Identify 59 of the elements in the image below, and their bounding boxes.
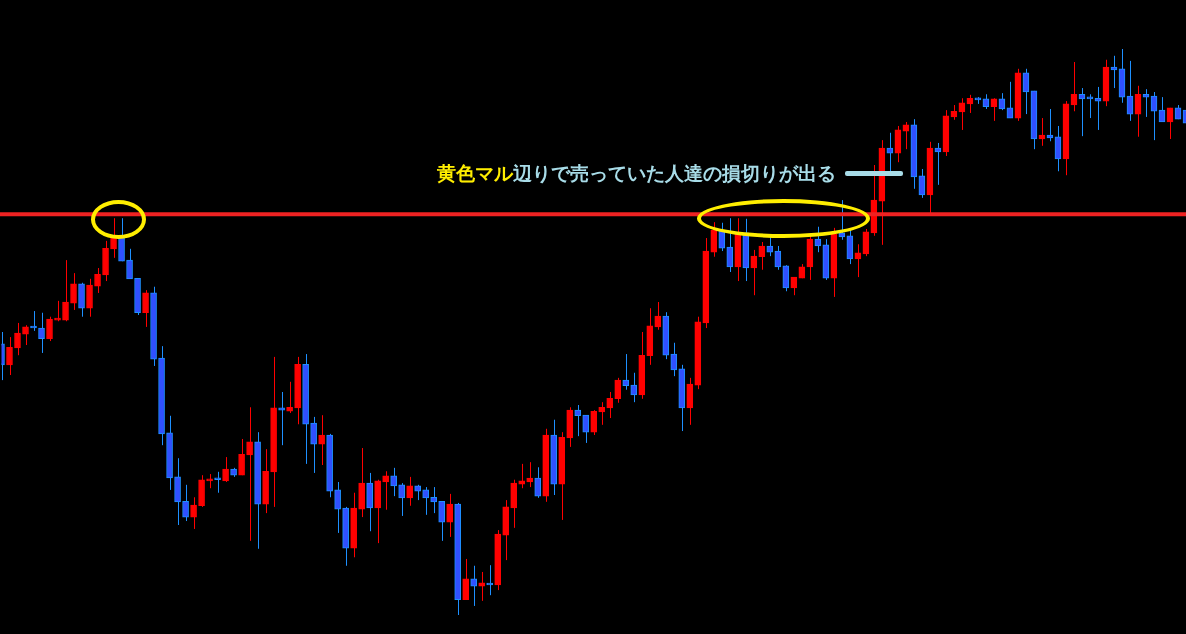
candlestick (574, 404, 582, 437)
annotation: 辺りで売っていた人達の損切りが出る (513, 162, 836, 184)
candlestick (14, 322, 21, 356)
candlestick (758, 241, 766, 271)
candlestick (38, 312, 45, 354)
candlestick (142, 289, 149, 328)
candlestick (630, 372, 638, 403)
candlestick (78, 282, 85, 318)
candlestick (774, 245, 782, 271)
candlestick (582, 414, 590, 444)
candlestick (182, 484, 189, 522)
candlestick (334, 481, 341, 534)
candlestick (62, 259, 69, 322)
candlestick (430, 486, 438, 514)
candlestick (718, 222, 726, 252)
candlestick (46, 316, 53, 342)
candlestick (1086, 93, 1094, 119)
candlestick (222, 456, 229, 483)
candlestick (622, 353, 630, 391)
annotation: 黄色マル (437, 162, 513, 184)
candlestick (766, 236, 774, 257)
candlestick (390, 467, 397, 497)
candlestick (446, 493, 454, 538)
candlestick (6, 336, 13, 376)
candlestick (286, 381, 293, 414)
candlestick (438, 500, 446, 542)
candlestick (86, 278, 93, 318)
candlestick (318, 414, 325, 466)
candlestick (726, 217, 734, 273)
candlestick (670, 342, 678, 377)
candlestick (686, 377, 694, 426)
candlestick (470, 565, 478, 607)
candlestick (478, 571, 486, 602)
candlestick (422, 486, 430, 516)
candlestick (382, 470, 389, 511)
candlestick (174, 457, 181, 526)
candlestick (214, 471, 221, 494)
candlestick (654, 301, 662, 331)
candlestick (126, 248, 133, 280)
candlestick (398, 482, 405, 517)
candlestick (590, 409, 598, 436)
candlestick (510, 479, 518, 529)
candlestick (70, 272, 77, 311)
candlestick (598, 401, 606, 426)
candlestick (310, 416, 317, 474)
candlestick (750, 249, 758, 296)
candlestick (614, 377, 622, 404)
candlestick (462, 558, 470, 601)
candlestick (238, 438, 245, 476)
candlestick (94, 267, 101, 294)
candlestick (190, 496, 197, 530)
candlestick (606, 391, 614, 419)
candlestick (22, 324, 29, 346)
candlestick (710, 221, 718, 258)
candlestick (406, 476, 413, 507)
candlestick (246, 406, 253, 542)
candlestick (518, 463, 526, 489)
candlestick (366, 472, 373, 532)
candlestick (534, 466, 542, 499)
